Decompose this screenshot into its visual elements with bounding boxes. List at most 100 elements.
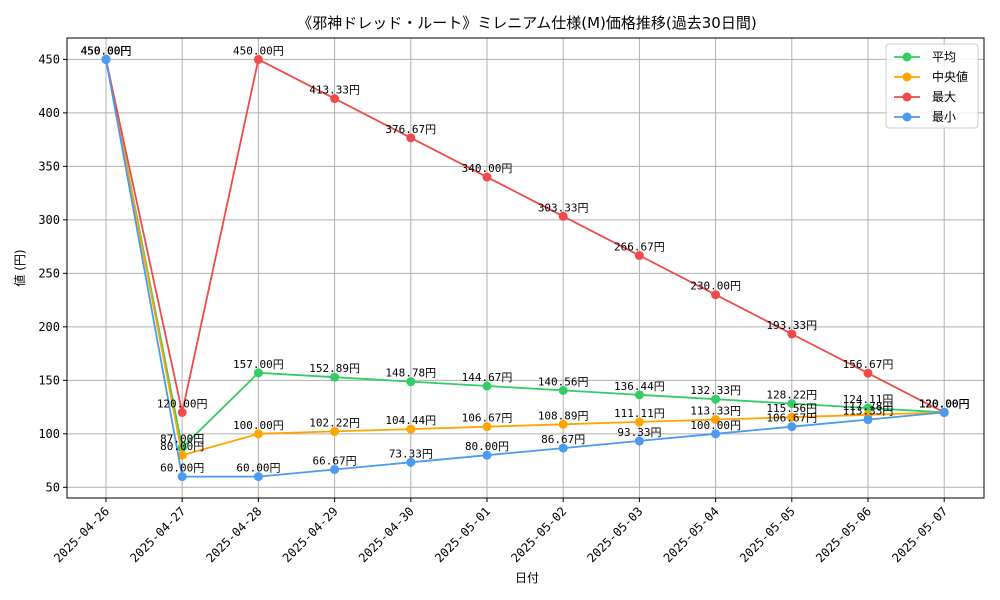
data-label: 157.00円 bbox=[233, 358, 284, 371]
y-tick-label: 450 bbox=[38, 52, 60, 66]
data-point bbox=[482, 172, 492, 182]
data-point bbox=[634, 251, 644, 261]
data-point bbox=[787, 329, 797, 339]
data-label: 376.67円 bbox=[385, 123, 436, 136]
y-tick-label: 50 bbox=[46, 480, 60, 494]
x-tick-label: 2025-04-30 bbox=[356, 504, 417, 565]
data-label: 120.00円 bbox=[157, 397, 208, 410]
data-point bbox=[406, 133, 416, 143]
data-label: 73.33円 bbox=[389, 447, 433, 460]
legend-marker bbox=[902, 92, 912, 102]
data-labels: 450.00円 87.00円 157.00円 152.89円 148.78円 144.67… bbox=[81, 44, 970, 474]
data-label: 117.78円 bbox=[843, 400, 894, 413]
data-point bbox=[482, 450, 492, 460]
data-label: 120.00円 bbox=[919, 397, 970, 410]
data-point bbox=[330, 464, 340, 474]
data-label: 124.11円 bbox=[843, 393, 894, 406]
data-point bbox=[558, 419, 568, 429]
data-label: 100.00円 bbox=[233, 419, 284, 432]
data-point bbox=[177, 407, 187, 417]
data-point bbox=[406, 424, 416, 434]
x-tick-label: 2025-05-03 bbox=[585, 504, 646, 565]
data-point bbox=[558, 385, 568, 395]
data-point bbox=[634, 436, 644, 446]
data-point bbox=[101, 54, 111, 64]
data-label: 230.00円 bbox=[690, 280, 741, 293]
y-axis-title: 値 (円) bbox=[12, 249, 27, 286]
data-point bbox=[177, 472, 187, 482]
data-point bbox=[330, 94, 340, 104]
series-layer bbox=[101, 54, 949, 482]
data-label: 132.33円 bbox=[690, 384, 741, 397]
data-point bbox=[177, 450, 187, 460]
x-tick-label: 2025-04-28 bbox=[204, 504, 265, 565]
x-tick-label: 2025-05-07 bbox=[889, 504, 950, 565]
data-label: 450.00円 bbox=[81, 44, 132, 57]
data-point bbox=[558, 211, 568, 221]
data-label: 60.00円 bbox=[236, 462, 280, 475]
legend-label: 中央値 bbox=[932, 69, 968, 84]
data-point bbox=[634, 417, 644, 427]
y-tick-label: 100 bbox=[38, 427, 60, 441]
data-label: 152.89円 bbox=[309, 362, 360, 375]
x-tick-label: 2025-04-29 bbox=[280, 504, 341, 565]
data-point bbox=[863, 403, 873, 413]
data-label: 113.33円 bbox=[690, 405, 741, 418]
y-tick-label: 250 bbox=[38, 266, 60, 280]
data-label: 136.44円 bbox=[614, 380, 665, 393]
y-tick-label: 300 bbox=[38, 213, 60, 227]
data-point bbox=[863, 368, 873, 378]
series-line-1 bbox=[105, 59, 945, 457]
data-label: 266.67円 bbox=[614, 241, 665, 254]
data-point bbox=[711, 415, 721, 425]
data-point bbox=[482, 422, 492, 432]
data-label: 80.00円 bbox=[465, 440, 509, 453]
series-line-2 bbox=[105, 58, 945, 414]
data-label: 102.22円 bbox=[309, 416, 360, 429]
legend-marker bbox=[902, 52, 912, 62]
data-point bbox=[253, 54, 263, 64]
data-point bbox=[482, 381, 492, 391]
data-label: 106.67円 bbox=[462, 412, 513, 425]
y-tick-label: 400 bbox=[38, 106, 60, 120]
x-axis: 2025-04-26 2025-04-27 2025-04-28 2025-04-29… bbox=[51, 498, 950, 565]
y-tick-label: 200 bbox=[38, 320, 60, 334]
legend-label: 最小 bbox=[932, 110, 956, 124]
x-tick-label: 2025-05-04 bbox=[661, 504, 722, 565]
x-tick-label: 2025-05-02 bbox=[508, 504, 569, 565]
legend-marker bbox=[902, 72, 912, 82]
data-label: 450.00円 bbox=[81, 44, 132, 57]
data-label: 115.56円 bbox=[766, 402, 817, 415]
data-label: 87.00円 bbox=[160, 433, 204, 446]
data-point bbox=[634, 390, 644, 400]
data-label: 148.78円 bbox=[385, 367, 436, 380]
series-line-0 bbox=[105, 59, 945, 450]
data-label: 120.00円 bbox=[919, 397, 970, 410]
data-label: 100.00円 bbox=[690, 419, 741, 432]
x-tick-label: 2025-05-06 bbox=[813, 504, 874, 565]
x-tick-label: 2025-04-26 bbox=[51, 504, 112, 565]
x-axis-title: 日付 bbox=[515, 571, 539, 585]
y-axis: 50 100 150 200 250 300 350 400 450 bbox=[38, 52, 67, 494]
y-tick-label: 350 bbox=[38, 159, 60, 173]
data-point bbox=[863, 415, 873, 425]
data-point bbox=[787, 422, 797, 432]
series-line-3 bbox=[105, 59, 945, 478]
data-label: 156.67円 bbox=[843, 358, 894, 371]
data-label: 140.56円 bbox=[538, 375, 589, 388]
data-label: 113.33円 bbox=[843, 405, 894, 418]
y-tick-label: 150 bbox=[38, 373, 60, 387]
data-point bbox=[406, 377, 416, 387]
data-label: 413.33円 bbox=[309, 84, 360, 97]
data-label: 450.00円 bbox=[81, 44, 132, 57]
data-label: 120.00円 bbox=[919, 397, 970, 410]
data-point bbox=[939, 407, 949, 417]
data-point bbox=[711, 394, 721, 404]
data-point bbox=[558, 443, 568, 453]
data-label: 340.00円 bbox=[462, 162, 513, 175]
chart-title: 《邪神ドレッド・ルート》ミレニアム仕様(M)価格推移(過去30日間) bbox=[297, 14, 756, 32]
legend-box bbox=[885, 43, 979, 129]
data-label: 144.67円 bbox=[462, 371, 513, 384]
